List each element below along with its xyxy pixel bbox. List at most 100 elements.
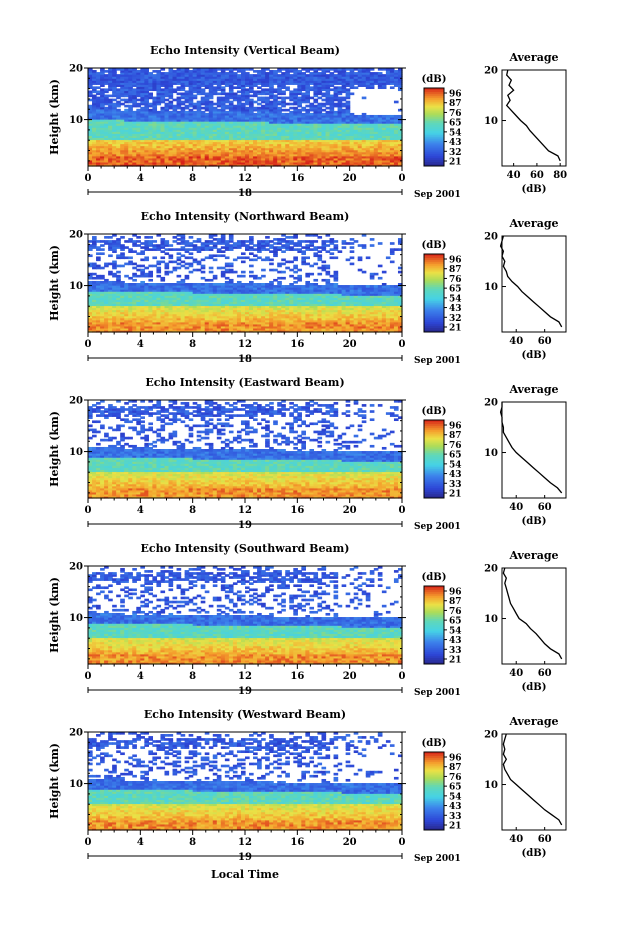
colorbar-segment (424, 273, 444, 276)
average-y-tick-label: 20 (484, 730, 498, 741)
colorbar-segment (424, 310, 444, 313)
average-profile: Average 20 10 40 60 80 (dB) (484, 51, 567, 195)
colorbar-segment (424, 798, 444, 802)
colorbar-segment (424, 820, 444, 823)
colorbar-tick-label: 96 (449, 90, 462, 100)
colorbar-segment (424, 447, 444, 450)
colorbar-segment (424, 435, 444, 439)
colorbar-segment (424, 619, 444, 622)
heatmap-cells (88, 400, 403, 499)
colorbar-segment (424, 486, 444, 489)
x-tick-label: 0 (85, 837, 92, 848)
bottom-x-label: Local Time (211, 868, 279, 881)
colorbar-segment (424, 625, 444, 628)
colorbar-segment (424, 271, 444, 274)
colorbar-segment (424, 150, 444, 153)
colorbar-tick-label: 21 (449, 490, 462, 500)
heatmap-cells (88, 68, 403, 167)
date-label: 19 (238, 520, 252, 531)
colorbar-segment (424, 439, 444, 442)
y-axis-label: Height (km) (48, 743, 61, 819)
average-x-tick-label: 60 (538, 668, 552, 679)
colorbar-unit: (dB) (422, 74, 447, 85)
x-tick-label: 4 (137, 173, 144, 184)
colorbar-tick-label: 76 (449, 607, 462, 617)
x-tick-label: 20 (343, 505, 357, 516)
colorbar-segment (424, 324, 444, 327)
colorbar-segment (424, 88, 444, 91)
average-x-label: (dB) (522, 516, 547, 527)
colorbar-segment (424, 769, 444, 772)
panel-1: Echo Intensity (Vertical Beam) 20 10 Height… (48, 44, 567, 200)
colorbar-segment (424, 134, 444, 138)
average-profile: Average 20 10 40 60 (dB) (484, 217, 567, 361)
colorbar-segment (424, 796, 444, 800)
average-y-tick-label: 20 (484, 232, 498, 243)
average-x-tick-label: 60 (538, 336, 552, 347)
colorbar-segment (424, 490, 444, 493)
colorbar-tick-label: 76 (449, 773, 462, 783)
colorbar-frame (423, 419, 445, 499)
colorbar-segment (424, 632, 444, 636)
colorbar-segment (424, 93, 444, 97)
colorbar-tick-label: 33 (449, 812, 462, 822)
colorbar-tick-label: 96 (449, 588, 462, 598)
colorbar-unit: (dB) (422, 406, 447, 417)
average-frame (501, 235, 567, 333)
colorbar-segment (424, 304, 444, 308)
colorbar-segment (424, 482, 444, 485)
average-title: Average (508, 715, 558, 728)
colorbar-segment (424, 640, 444, 644)
average-x-label: (dB) (522, 184, 547, 195)
colorbar-segment (424, 660, 444, 663)
colorbar-segment (424, 757, 444, 761)
y-tick-label: 10 (69, 115, 83, 126)
colorbar-segment (424, 130, 444, 134)
colorbar-segment (424, 794, 444, 798)
colorbar-segment (424, 800, 444, 804)
colorbar-segment (424, 138, 444, 142)
colorbar-tick-label: 32 (449, 148, 462, 158)
colorbar-segment (424, 818, 444, 821)
colorbar-segment (424, 775, 444, 778)
y-tick-label: 10 (69, 779, 83, 790)
y-tick-label: 10 (69, 447, 83, 458)
colorbar-segment (424, 257, 444, 261)
colorbar-segment (424, 779, 444, 782)
average-title: Average (508, 383, 558, 396)
colorbar-tick-label: 32 (449, 314, 462, 324)
average-y-tick-label: 10 (484, 780, 498, 791)
colorbar-segment (424, 816, 444, 819)
colorbar-segment (424, 451, 444, 454)
panel-4: Echo Intensity (Southward Beam) 20 10 Heigh… (48, 542, 567, 698)
panel-title: Echo Intensity (Eastward Beam) (145, 376, 344, 389)
panel-title: Echo Intensity (Southward Beam) (141, 542, 350, 555)
colorbar-segment (424, 285, 444, 288)
colorbar-segment (424, 615, 444, 618)
colorbar-frame (423, 585, 445, 665)
colorbar-segment (424, 459, 444, 462)
colorbar-segment (424, 792, 444, 796)
colorbar-segment (424, 128, 444, 132)
colorbar-segment (424, 269, 444, 273)
x-tick-label: 12 (238, 505, 252, 516)
x-tick-label: 16 (290, 173, 304, 184)
colorbar-tick-label: 76 (449, 109, 462, 119)
colorbar-segment (424, 425, 444, 429)
colorbar-segment (424, 91, 444, 95)
colorbar-segment (424, 103, 444, 107)
x-tick-label: 8 (189, 837, 196, 848)
colorbar-segment (424, 828, 444, 831)
colorbar-segment (424, 802, 444, 806)
colorbar-segment (424, 312, 444, 315)
average-title: Average (508, 549, 558, 562)
average-frame (501, 401, 567, 499)
colorbar-segment (424, 607, 444, 610)
y-axis-label: Height (km) (48, 577, 61, 653)
colorbar-segment (424, 121, 444, 124)
colorbar-segment (424, 89, 444, 93)
colorbar-segment (424, 152, 444, 155)
average-line (505, 69, 561, 162)
colorbar-segment (424, 97, 444, 101)
